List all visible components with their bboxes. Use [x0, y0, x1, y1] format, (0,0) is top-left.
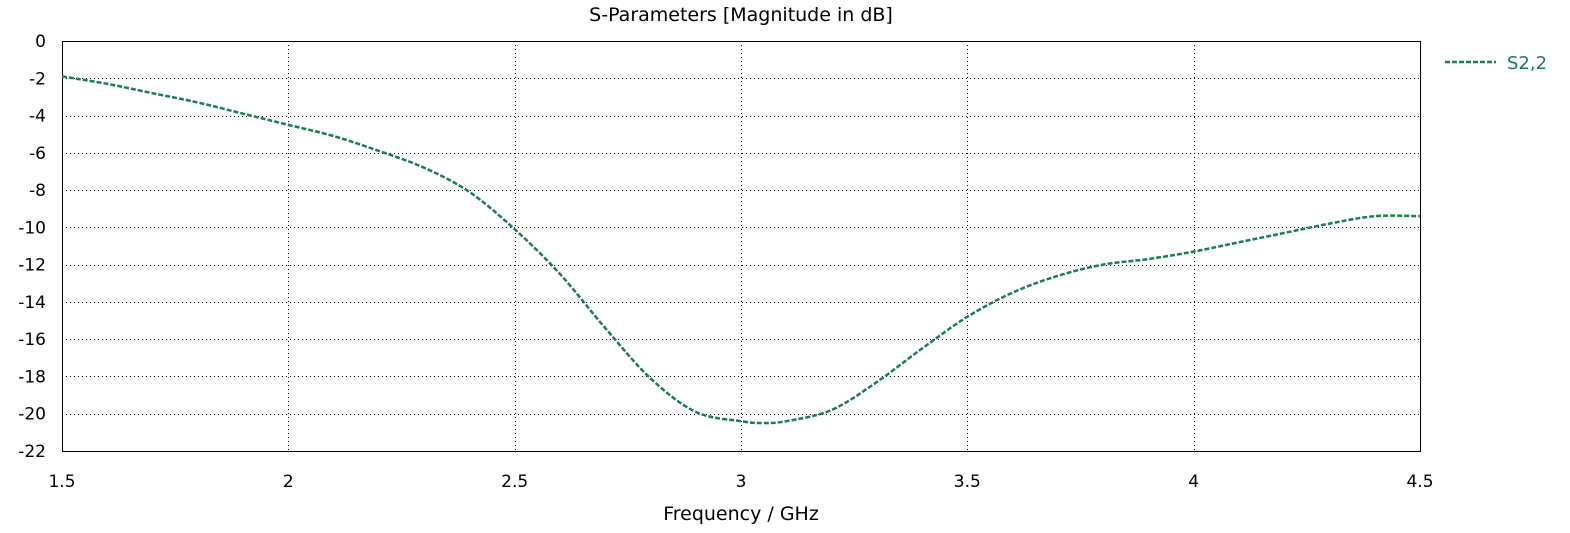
chart-title: S-Parameters [Magnitude in dB] [589, 4, 893, 26]
y-tick-labels: 0 -2 -4 -6 -8 -10 -12 -14 -16 -18 -20 -22 [18, 32, 46, 462]
x-tick-label: 2 [283, 472, 294, 492]
y-tick-label: -8 [29, 181, 46, 201]
x-tick-label: 4 [1188, 472, 1199, 492]
x-tick-label: 2.5 [501, 472, 528, 492]
y-tick-label: 0 [35, 32, 46, 52]
x-tick-label: 3 [736, 472, 747, 492]
y-tick-label: -2 [29, 69, 46, 89]
y-tick-label: -10 [18, 218, 46, 238]
x-axis-label: Frequency / GHz [663, 503, 819, 525]
plot-frame [62, 41, 1421, 452]
y-tick-label: -22 [18, 442, 46, 462]
y-tick-label: -14 [18, 293, 46, 313]
series-layer [61, 75, 1421, 425]
legend-label: S2,2 [1507, 53, 1547, 74]
x-tick-label: 3.5 [954, 472, 981, 492]
y-tick-label: -20 [18, 405, 46, 425]
x-tick-label: 4.5 [1406, 472, 1433, 492]
legend: S2,2 [1445, 53, 1547, 74]
y-tick-label: -12 [18, 256, 46, 276]
grid-layer [62, 41, 1420, 451]
y-tick-label: -4 [29, 107, 46, 127]
y-tick-label: -6 [29, 144, 46, 164]
x-tick-label: 1.5 [48, 472, 75, 492]
series-line-s22 [61, 75, 1421, 425]
y-tick-label: -18 [18, 367, 46, 387]
y-tick-label: -16 [18, 330, 46, 350]
x-tick-labels: 1.5 2 2.5 3 3.5 4 4.5 [48, 472, 1433, 492]
